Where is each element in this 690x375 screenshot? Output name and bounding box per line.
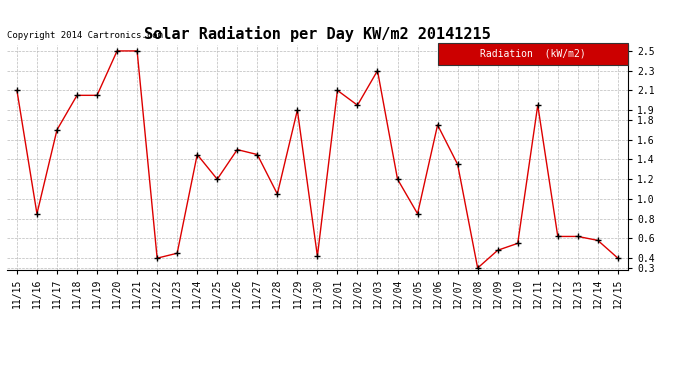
Title: Solar Radiation per Day KW/m2 20141215: Solar Radiation per Day KW/m2 20141215 [144, 27, 491, 42]
Text: Radiation  (kW/m2): Radiation (kW/m2) [480, 49, 586, 59]
FancyBboxPatch shape [439, 43, 628, 65]
Text: Copyright 2014 Cartronics.com: Copyright 2014 Cartronics.com [7, 32, 163, 40]
